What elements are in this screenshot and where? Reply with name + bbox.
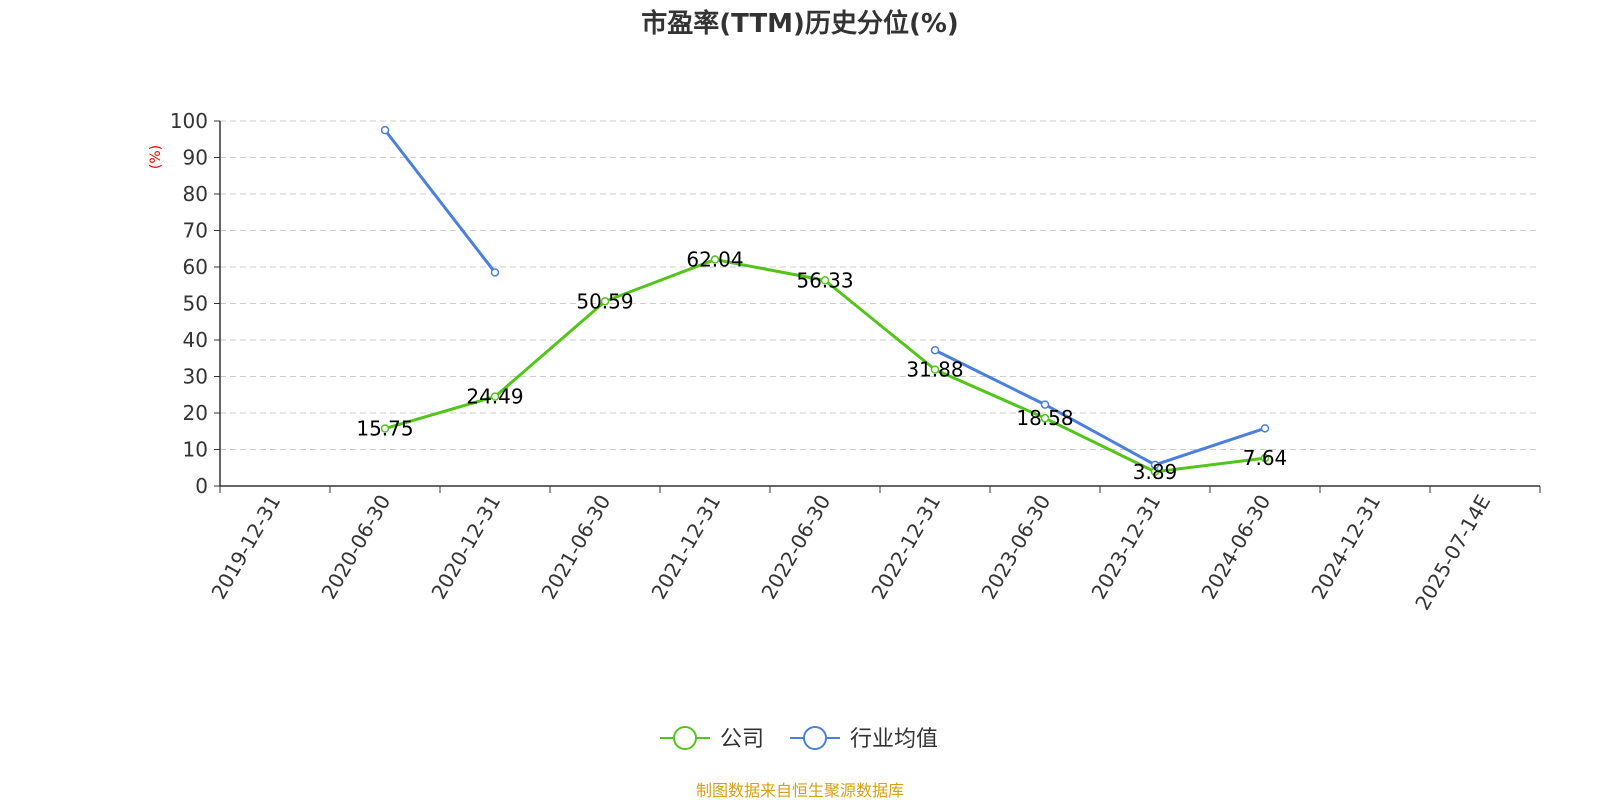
data-point: [380, 125, 390, 135]
x-tick-label: 2022-12-31: [866, 491, 945, 604]
data-point: [490, 392, 500, 401]
y-tick-label: 10: [183, 438, 208, 462]
x-tick-label: 2022-06-30: [756, 491, 835, 604]
y-tick-label: 90: [183, 146, 208, 170]
x-tick-label: 2024-06-30: [1196, 491, 1275, 604]
data-point: [1040, 400, 1050, 409]
data-label: 18.58: [1016, 406, 1073, 430]
y-tick-label: 60: [183, 255, 208, 279]
y-tick-label: 30: [183, 365, 208, 389]
grid-lines: [220, 120, 1540, 450]
data-point: [1150, 460, 1160, 470]
x-tick-label: 2020-06-30: [316, 491, 395, 604]
y-tick-label: 70: [183, 219, 208, 243]
y-axis-label: (%): [148, 145, 164, 169]
legend-marker-icon: [803, 726, 827, 750]
y-tick-label: 100: [170, 109, 208, 133]
y-tick-label: 40: [183, 328, 208, 352]
data-point: [1260, 453, 1270, 463]
chart-title: 市盈率(TTM)历史分位(%): [641, 8, 959, 39]
y-tick-label: 50: [183, 292, 208, 316]
data-label: 3.89: [1133, 460, 1178, 484]
y-tick-label: 80: [183, 182, 208, 206]
x-tick-label: 2025-07-14E: [1410, 491, 1495, 615]
x-tick-label: 2019-12-31: [206, 491, 285, 604]
data-point: [1040, 413, 1050, 423]
y-tick-label: 0: [195, 474, 208, 498]
data-point: [930, 365, 940, 374]
legend[interactable]: 公司 行业均值: [660, 726, 938, 752]
legend-label: 公司: [720, 727, 764, 752]
data-label: 7.64: [1243, 446, 1288, 470]
data-point: [1260, 424, 1270, 433]
x-tick-label: 2021-06-30: [536, 491, 615, 604]
legend-item-industry[interactable]: 行业均值: [790, 726, 938, 752]
series-line-industry: [934, 348, 1266, 467]
x-tick-label: 2020-12-31: [426, 491, 505, 604]
data-label: 15.75: [356, 417, 413, 441]
axes: 0 10 20 30 40 50 60 70 80 90 100 2019-12-31 2020-06-…: [170, 109, 1541, 615]
data-label: 31.88: [906, 358, 963, 382]
data-point: [820, 276, 830, 285]
data-label: 62.04: [686, 248, 743, 272]
legend-marker-icon: [673, 726, 697, 750]
series: [380, 125, 1270, 477]
source-note: 制图数据来自恒生聚源数据库: [696, 781, 904, 800]
series-line-industry: [383, 129, 497, 274]
data-point: [710, 255, 720, 264]
data-point: [380, 424, 390, 433]
x-tick-label: 2024-12-31: [1306, 491, 1385, 604]
data-point: [600, 297, 610, 306]
y-tick-label: 20: [183, 401, 208, 425]
x-tick-label: 2023-12-31: [1086, 491, 1165, 604]
data-point: [490, 268, 500, 277]
x-tick-label: 2023-06-30: [976, 491, 1055, 604]
data-labels: 15.75 24.49 50.59 62.04 56.33 31.88 18.58 3.89 7…: [356, 248, 1287, 484]
data-label: 24.49: [466, 385, 523, 409]
x-tick-label: 2021-12-31: [646, 491, 725, 604]
data-point: [930, 345, 940, 355]
legend-label: 行业均值: [850, 727, 938, 752]
legend-item-company[interactable]: 公司: [660, 726, 764, 752]
data-label: 50.59: [576, 289, 633, 313]
data-label: 56.33: [796, 268, 853, 292]
